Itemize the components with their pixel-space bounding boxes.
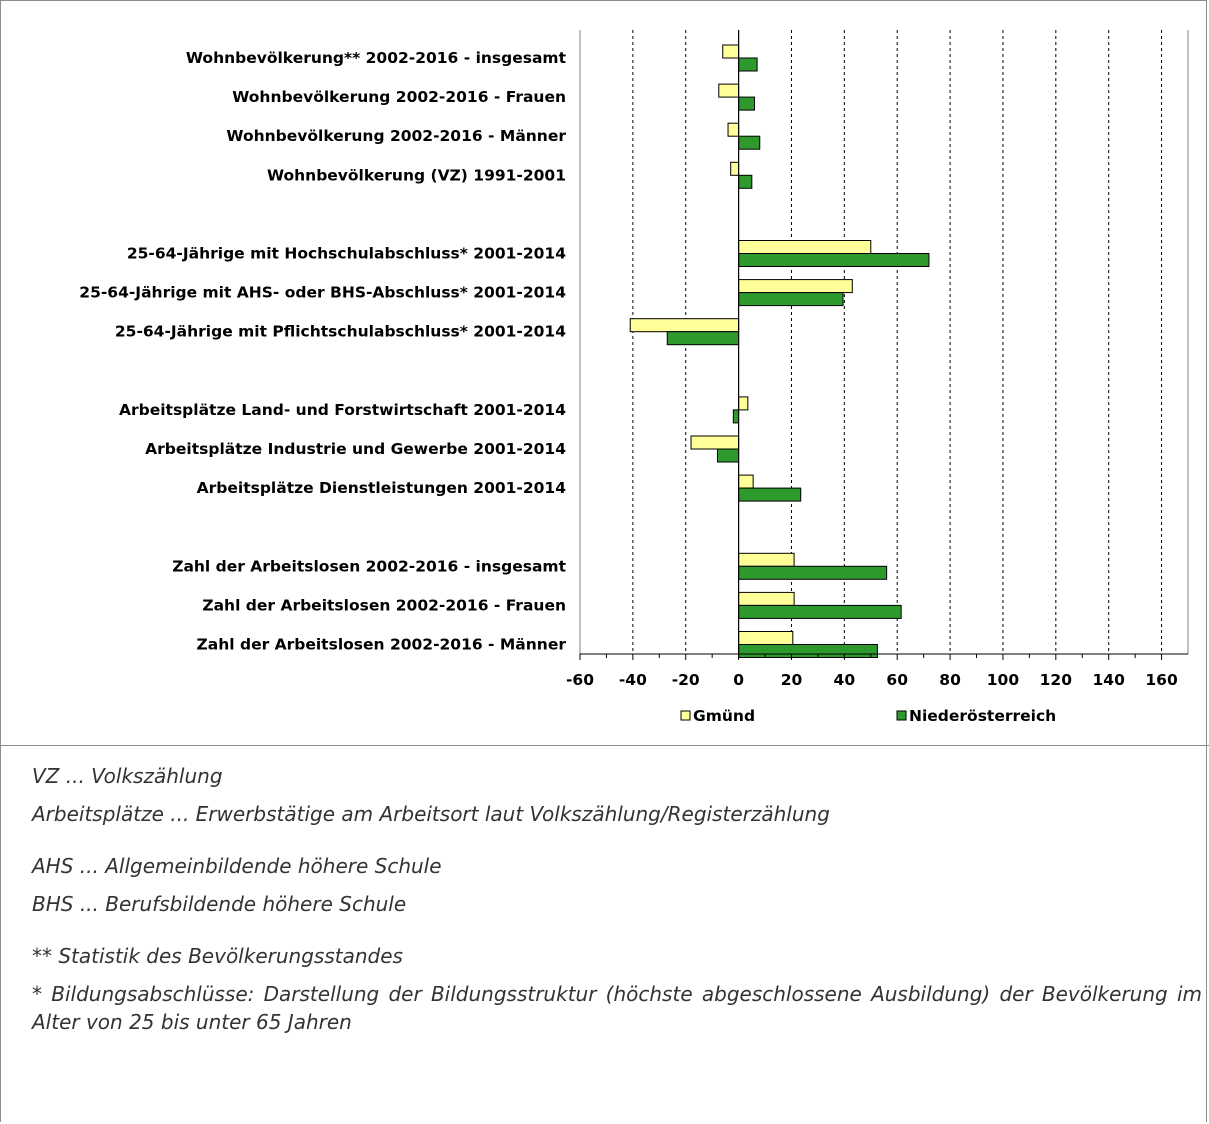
category-label: Arbeitsplätze Land- und Forstwirtschaft … — [119, 401, 566, 419]
tick-label: 60 — [886, 671, 908, 689]
bar-gmuend — [738, 474, 754, 489]
category-label: Zahl der Arbeitslosen 2002-2016 - Männer — [197, 636, 567, 654]
tick-label: -40 — [619, 671, 647, 689]
category-label: Wohnbevölkerung (VZ) 1991-2001 — [267, 166, 566, 184]
legend-label: Niederösterreich — [909, 707, 1056, 725]
bar-layer — [629, 44, 930, 658]
bar-gmuend — [718, 83, 740, 98]
bar-niederoesterreich — [738, 57, 758, 72]
bar-niederoesterreich — [738, 292, 844, 307]
bar-niederoesterreich — [738, 253, 930, 267]
bar-niederoesterreich — [738, 174, 753, 189]
axis-layer — [579, 30, 1188, 660]
bar-gmuend — [738, 631, 794, 645]
note-statistik: ** Statistik des Bevölkerungsstandes — [32, 944, 403, 968]
bar-gmuend — [727, 122, 740, 137]
bar-niederoesterreich — [738, 96, 755, 111]
category-label: 25-64-Jährige mit Pflichtschulabschluss*… — [115, 323, 566, 341]
footnotes: VZ ... Volkszählung Arbeitsplätze ... Er… — [32, 748, 1202, 1036]
bar-gmuend — [629, 318, 740, 333]
chart-container: Wohnbevölkerung** 2002-2016 - insgesamt W… — [0, 30, 1209, 746]
tick-label: 40 — [834, 671, 856, 689]
category-label: Wohnbevölkerung 2002-2016 - Männer — [226, 127, 566, 145]
category-label: Zahl der Arbeitslosen 2002-2016 - Frauen — [202, 596, 566, 614]
bar-gmuend — [722, 44, 740, 59]
bar-gmuend — [690, 435, 740, 450]
bar-gmuend — [730, 161, 740, 176]
tick-label: 20 — [781, 671, 803, 689]
bar-niederoesterreich — [716, 448, 740, 463]
note-arbeitsplaetze: Arbeitsplätze ... Erwerbstätige am Arbei… — [32, 802, 830, 826]
tick-label: 100 — [987, 671, 1020, 689]
bar-niederoesterreich — [738, 487, 802, 502]
category-label: Zahl der Arbeitslosen 2002-2016 - insges… — [172, 557, 566, 575]
tick-label: 140 — [1093, 671, 1126, 689]
bar-niederoesterreich — [738, 135, 761, 150]
bar-niederoesterreich — [738, 644, 878, 658]
category-labels: Wohnbevölkerung** 2002-2016 - insgesamt W… — [79, 49, 566, 654]
tick-label: 160 — [1145, 671, 1178, 689]
category-label: 25-64-Jährige mit Hochschulabschluss* 20… — [127, 245, 566, 263]
legend-swatch — [680, 710, 691, 721]
bar-niederoesterreich — [738, 565, 888, 580]
bar-gmuend — [738, 591, 795, 606]
category-label: 25-64-Jährige mit AHS- oder BHS-Abschlus… — [79, 284, 566, 302]
legend-swatch — [896, 710, 907, 721]
tick-label: 0 — [733, 671, 744, 689]
note-ahs: AHS ... Allgemeinbildende höhere Schule — [32, 854, 442, 878]
bar-gmuend — [738, 279, 853, 294]
category-label: Arbeitsplätze Industrie und Gewerbe 2001… — [145, 440, 566, 458]
tick-label: 80 — [939, 671, 961, 689]
bar-niederoesterreich — [732, 409, 740, 424]
category-label: Wohnbevölkerung 2002-2016 - Frauen — [232, 88, 566, 106]
bar-gmuend — [738, 396, 749, 411]
note-bildung: * Bildungsabschlüsse: Darstellung der Bi… — [32, 982, 1202, 1034]
tick-label: 120 — [1040, 671, 1073, 689]
bar-niederoesterreich — [738, 604, 902, 619]
tick-label: -60 — [566, 671, 594, 689]
bar-niederoesterreich — [666, 331, 740, 346]
category-label: Wohnbevölkerung** 2002-2016 - insgesamt — [186, 49, 567, 67]
legend-label: Gmünd — [693, 707, 755, 725]
bar-gmuend — [738, 552, 795, 567]
tick-label: -20 — [672, 671, 700, 689]
tick-labels: -60 -40 -20 0 20 40 60 80 100 120 140 160 — [566, 671, 1178, 689]
bar-gmuend — [738, 240, 872, 254]
category-label: Arbeitsplätze Dienstleistungen 2001-2014 — [197, 479, 567, 497]
bar-chart: Wohnbevölkerung** 2002-2016 - insgesamt W… — [79, 30, 1189, 725]
note-bhs: BHS ... Berufsbildende höhere Schule — [32, 892, 407, 916]
note-vz: VZ ... Volkszählung — [32, 764, 223, 788]
legend: Gmünd Niederösterreich — [680, 707, 1056, 725]
